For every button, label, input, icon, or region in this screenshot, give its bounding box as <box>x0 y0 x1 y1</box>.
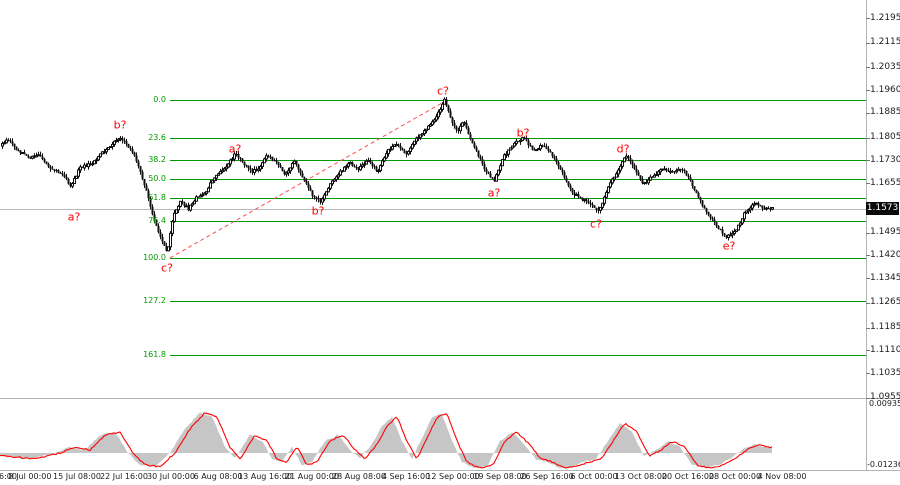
current-price-badge: 1.1573 <box>866 202 899 215</box>
